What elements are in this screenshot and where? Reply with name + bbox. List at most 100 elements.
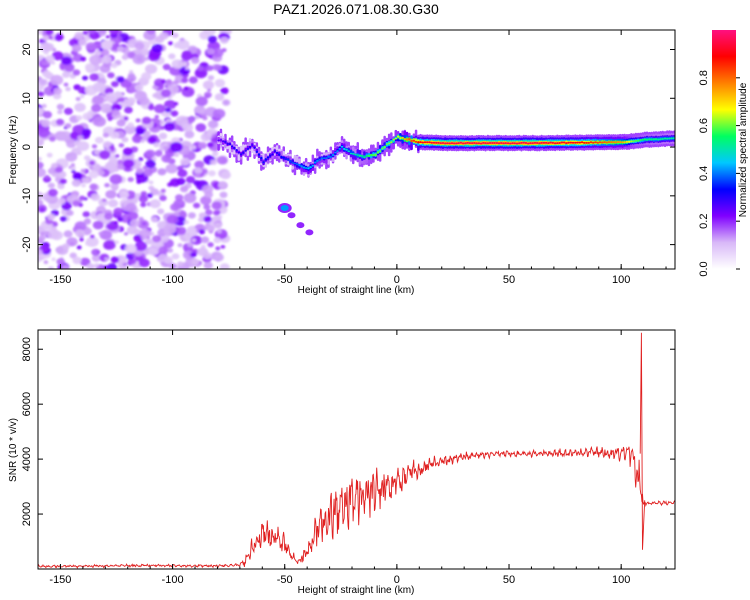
- noise-speckle: [166, 214, 179, 225]
- noise-speckle: [150, 216, 159, 223]
- ridge-cell: [336, 150, 339, 152]
- ridge-cell: [540, 141, 543, 144]
- noise-speckle: [70, 165, 76, 171]
- ridge-cell: [488, 142, 492, 144]
- noise-speckle: [145, 159, 156, 169]
- noise-speckle: [82, 211, 91, 218]
- noise-speckle: [71, 169, 76, 174]
- noise-speckle: [194, 105, 206, 114]
- ridge-cell: [334, 151, 337, 154]
- noise-speckle: [210, 159, 218, 165]
- noise-speckle: [219, 263, 230, 269]
- noise-speckle: [83, 218, 92, 225]
- ridge-cell: [574, 141, 577, 144]
- noise-speckle: [79, 94, 85, 99]
- noise-speckle: [198, 141, 207, 149]
- noise-speckle: [73, 172, 83, 180]
- ridge-cell: [439, 142, 442, 145]
- noise-speckle: [38, 107, 44, 116]
- noise-speckle: [122, 147, 133, 156]
- ridge-cell: [343, 147, 346, 151]
- noise-speckle: [214, 222, 222, 229]
- noise-speckle: [117, 217, 124, 222]
- ridge-cell: [531, 142, 534, 145]
- noise-speckle: [139, 228, 151, 239]
- ridge-cell: [553, 142, 557, 145]
- noise-speckle: [144, 56, 150, 61]
- noise-speckle: [148, 247, 158, 256]
- noise-speckle: [187, 116, 196, 123]
- ridge-cell: [450, 142, 454, 145]
- ridge-cell: [253, 146, 256, 149]
- ridge-cell: [430, 141, 433, 144]
- ridge-cell: [311, 164, 315, 167]
- ridge-cell: [367, 154, 371, 158]
- noise-speckle: [173, 152, 180, 158]
- ridge-cell: [562, 141, 566, 144]
- ridge-cell: [307, 167, 310, 170]
- ridge-cell: [230, 145, 234, 148]
- ridge-cell: [374, 153, 377, 157]
- ridge-cell: [491, 142, 494, 144]
- noise-speckle: [43, 43, 55, 52]
- ridge-cell: [589, 141, 593, 144]
- noise-speckle: [38, 249, 43, 256]
- noise-speckle: [109, 131, 120, 139]
- ridge-cell: [565, 142, 568, 145]
- ridge-cell: [293, 162, 297, 165]
- noise-speckle: [183, 86, 189, 91]
- ridge-cell: [399, 137, 402, 139]
- noise-speckle: [173, 80, 179, 85]
- ridge-cell: [535, 142, 539, 144]
- noise-speckle: [138, 216, 144, 222]
- noise-speckle: [208, 170, 216, 177]
- ridge-cell: [470, 142, 474, 145]
- ridge-cell: [340, 145, 344, 148]
- ridge-cell: [287, 158, 290, 161]
- noise-speckle: [185, 66, 190, 70]
- noise-speckle: [206, 65, 214, 71]
- spectrogram-xtick-label: -150: [49, 274, 71, 286]
- ridge-cell: [625, 140, 629, 143]
- ridge-cell: [515, 142, 519, 145]
- noise-speckle: [197, 65, 204, 72]
- ridge-cell: [269, 154, 272, 157]
- colorbar-tick-label: 0.2: [698, 214, 710, 229]
- ridge-cell: [417, 141, 420, 144]
- ridge-cell: [284, 158, 288, 160]
- ridge-cell: [641, 138, 644, 141]
- noise-speckle: [50, 74, 64, 86]
- ridge-cell: [441, 142, 445, 144]
- ridge-cell: [556, 142, 559, 145]
- noise-speckle: [121, 54, 129, 60]
- noise-speckle: [202, 226, 208, 231]
- ridge-cell: [524, 142, 528, 144]
- noise-speckle: [65, 86, 71, 92]
- noise-speckle: [218, 181, 228, 189]
- ridge-cell: [432, 141, 436, 144]
- ridge-cell: [464, 142, 467, 145]
- ridge-cell: [594, 141, 597, 144]
- ridge-cell: [309, 166, 312, 169]
- ridge-cell: [533, 141, 537, 144]
- colorbar-label: Normalized spectral amplitude: [738, 82, 749, 217]
- noise-speckle: [101, 39, 113, 50]
- ridge-cell: [497, 142, 501, 145]
- noise-speckle: [66, 237, 78, 247]
- noise-speckle: [69, 252, 77, 259]
- ridge-cell: [612, 141, 615, 144]
- ridge-cell: [632, 140, 635, 143]
- noise-speckle: [123, 116, 129, 121]
- ridge-cell: [560, 141, 564, 144]
- noise-speckle: [136, 179, 142, 184]
- noise-speckle: [184, 130, 195, 139]
- ridge-cell: [529, 142, 532, 145]
- noise-speckle: [51, 257, 56, 261]
- noise-speckle: [163, 223, 177, 235]
- noise-speckle: [140, 202, 147, 208]
- noise-speckle: [102, 132, 109, 138]
- noise-speckle: [153, 142, 160, 148]
- ridge-cell: [394, 137, 398, 140]
- ridge-cell: [302, 166, 306, 169]
